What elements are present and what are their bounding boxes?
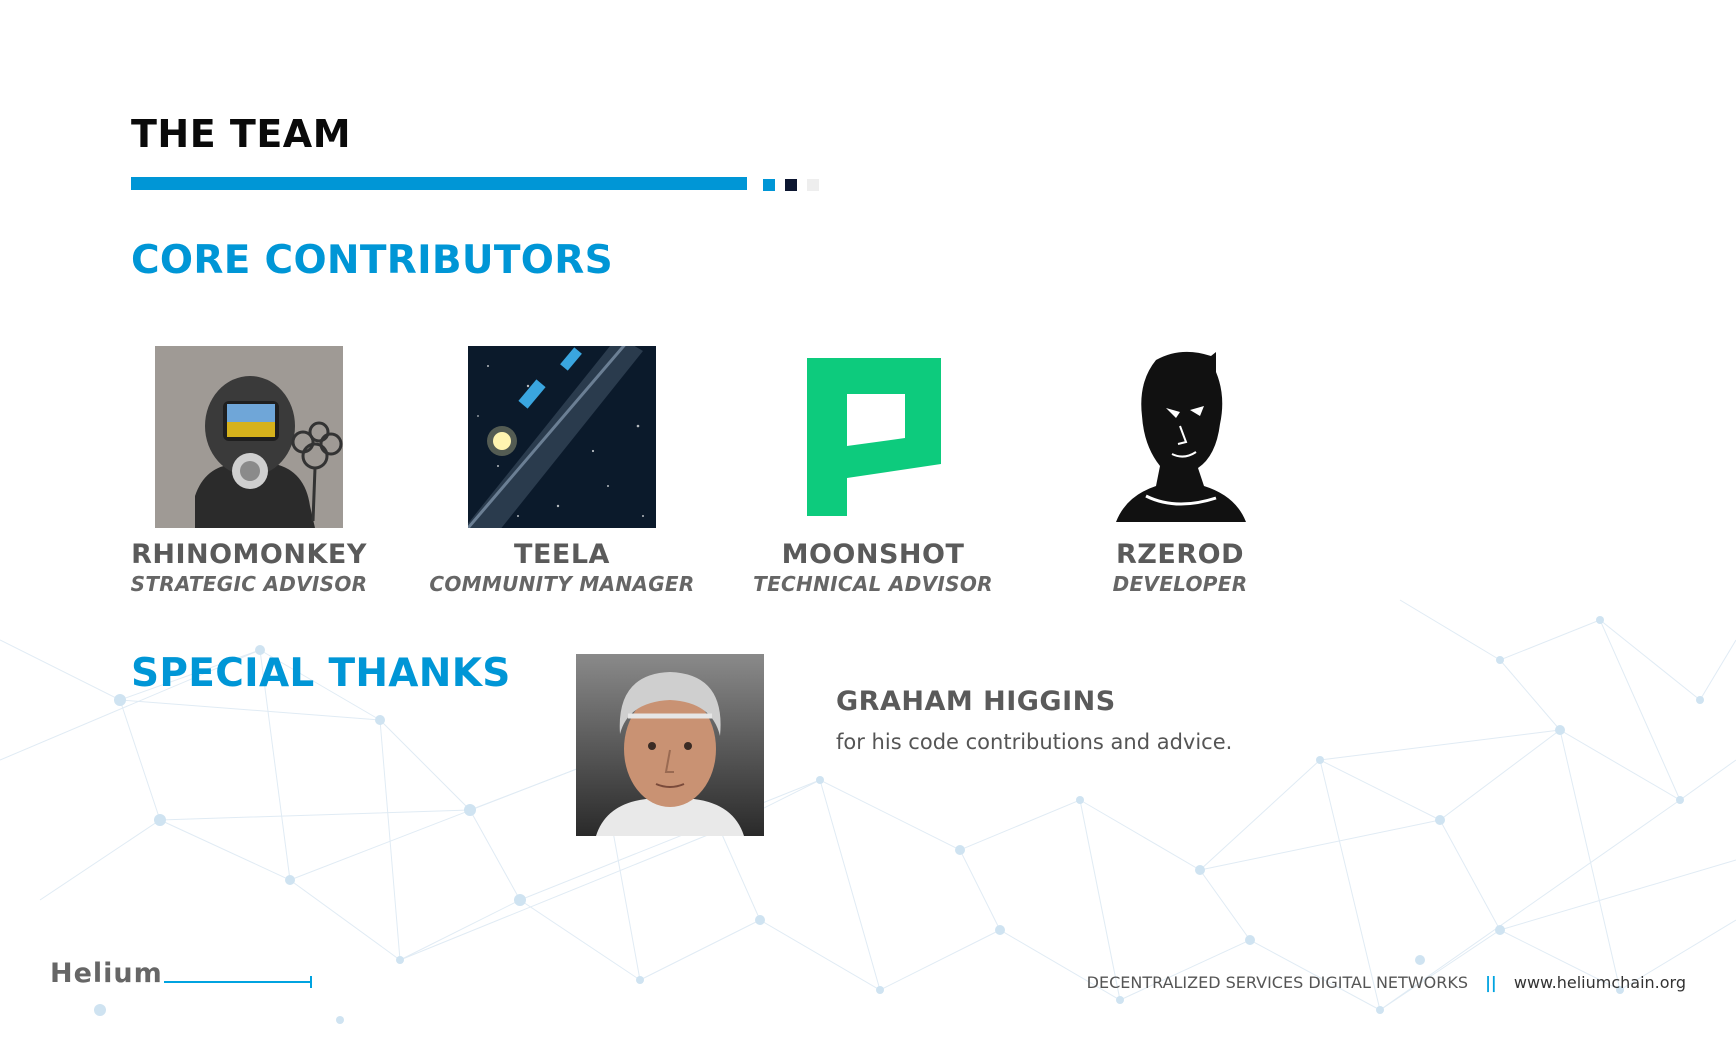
footer-url[interactable]: www.heliumchain.org — [1513, 973, 1686, 992]
member-name: RHINOMONKEY — [131, 539, 367, 570]
stencil-portrait-avatar — [1086, 346, 1274, 528]
green-p-logo-avatar — [779, 346, 967, 528]
member-role: COMMUNITY MANAGER — [429, 572, 695, 596]
member-role: TECHNICAL ADVISOR — [753, 572, 993, 596]
brand-underline — [164, 981, 312, 983]
brand-underline-tick — [310, 976, 312, 988]
portrait-photo — [576, 654, 764, 836]
member-card: RZEROD DEVELOPER — [1030, 346, 1330, 596]
member-name: MOONSHOT — [781, 539, 965, 570]
footer-separator: || — [1485, 973, 1497, 992]
member-card: RHINOMONKEY STRATEGIC ADVISOR — [99, 346, 399, 596]
member-card: MOONSHOT TECHNICAL ADVISOR — [723, 346, 1023, 596]
member-role: DEVELOPER — [1112, 572, 1248, 596]
gas-mask-graffiti-avatar — [155, 346, 343, 528]
thanks-name: GRAHAM HIGGINS — [836, 686, 1116, 717]
brand-logo: Helium — [50, 958, 163, 989]
accent-square-dark — [785, 179, 797, 191]
member-card: TEELA COMMUNITY MANAGER — [412, 346, 712, 596]
footer: DECENTRALIZED SERVICES DIGITAL NETWORKS … — [1087, 973, 1686, 992]
thanks-description: for his code contributions and advice. — [836, 730, 1233, 754]
space-station-avatar — [468, 346, 656, 528]
page-title: THE TEAM — [131, 112, 352, 156]
member-role: STRATEGIC ADVISOR — [130, 572, 368, 596]
member-name: RZEROD — [1116, 539, 1244, 570]
footer-tagline: DECENTRALIZED SERVICES DIGITAL NETWORKS — [1086, 973, 1468, 992]
core-contributors-heading: CORE CONTRIBUTORS — [131, 238, 613, 283]
title-underline — [131, 177, 747, 190]
accent-square-light — [807, 179, 819, 191]
special-thanks-heading: SPECIAL THANKS — [131, 651, 511, 696]
member-name: TEELA — [514, 539, 610, 570]
accent-square-blue — [763, 179, 775, 191]
